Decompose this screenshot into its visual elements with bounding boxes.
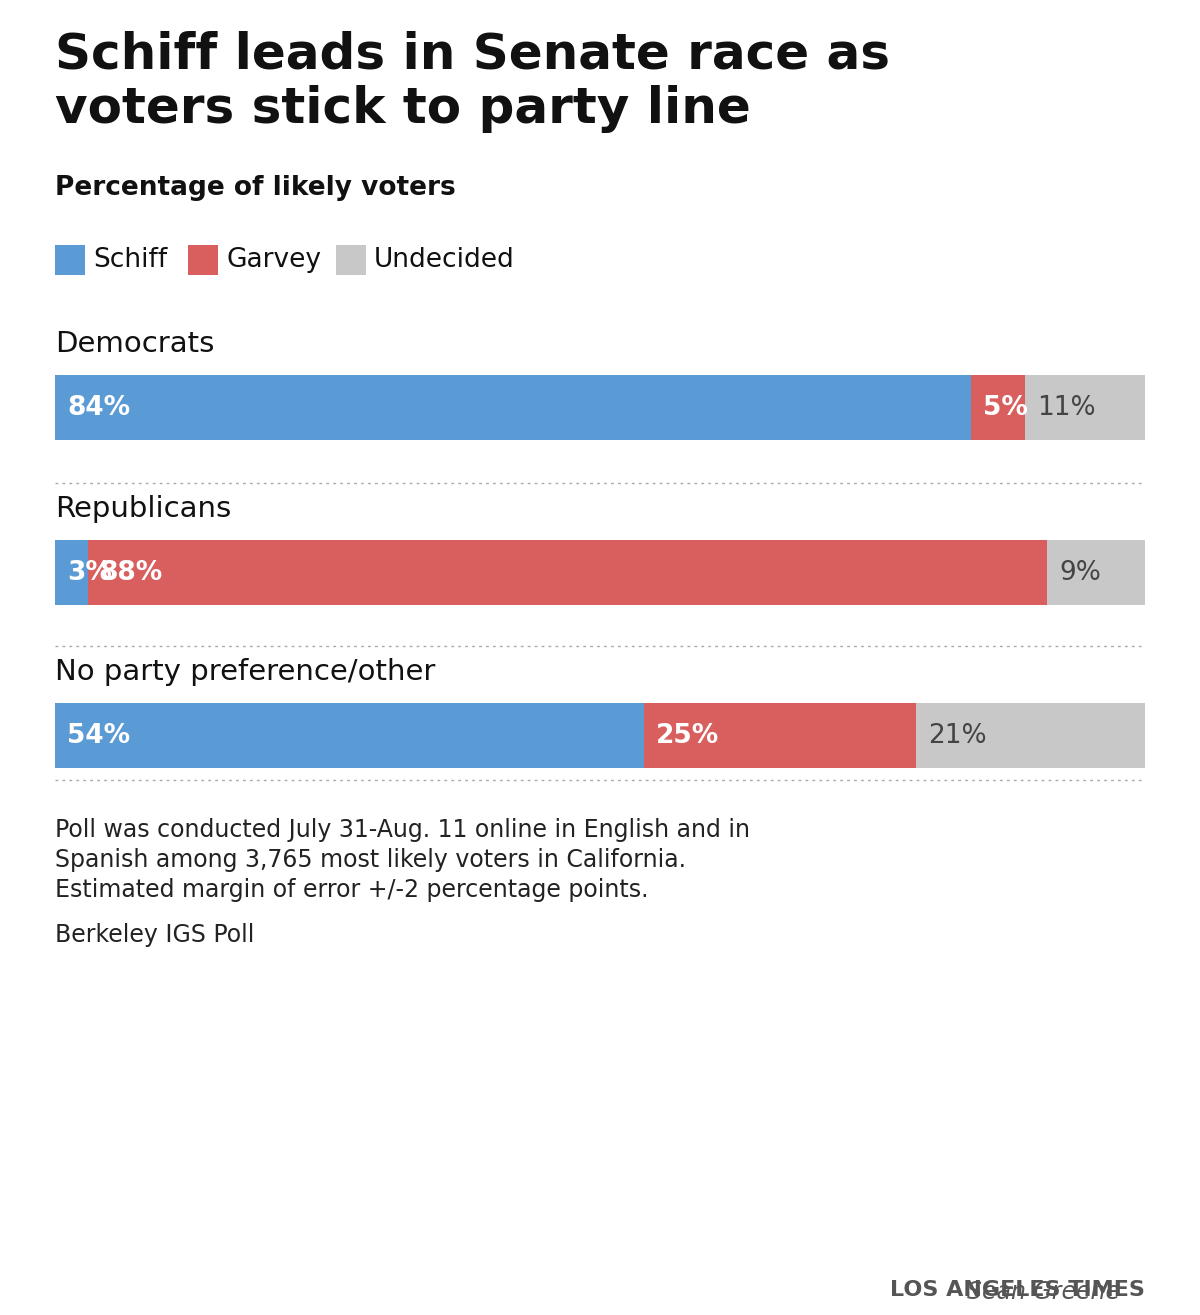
Text: 3%: 3% [67, 559, 112, 585]
Text: 21%: 21% [928, 722, 986, 748]
Text: Percentage of likely voters: Percentage of likely voters [55, 175, 456, 201]
Text: Poll was conducted July 31-Aug. 11 online in English and in: Poll was conducted July 31-Aug. 11 onlin… [55, 818, 750, 842]
Text: 5%: 5% [983, 394, 1027, 421]
Text: 25%: 25% [655, 722, 719, 748]
Text: Berkeley IGS Poll: Berkeley IGS Poll [55, 923, 254, 947]
Text: Schiff: Schiff [94, 247, 167, 274]
Bar [55, 375, 971, 441]
Bar [188, 245, 218, 275]
Text: voters stick to party line: voters stick to party line [55, 85, 751, 133]
Text: Estimated margin of error +/-2 percentage points.: Estimated margin of error +/-2 percentag… [55, 878, 648, 902]
Text: Undecided: Undecided [374, 247, 515, 274]
Text: Spanish among 3,765 most likely voters in California.: Spanish among 3,765 most likely voters i… [55, 848, 686, 872]
Bar [1046, 540, 1145, 605]
Text: Sean Greene: Sean Greene [967, 1279, 1135, 1304]
Bar [55, 540, 88, 605]
Text: Republicans: Republicans [55, 494, 232, 523]
Text: LOS ANGELES TIMES: LOS ANGELES TIMES [890, 1279, 1145, 1301]
Bar [916, 704, 1145, 768]
Text: 11%: 11% [1037, 394, 1096, 421]
Text: Democrats: Democrats [55, 330, 215, 358]
Text: 9%: 9% [1058, 559, 1100, 585]
Text: 88%: 88% [100, 559, 163, 585]
Bar [643, 704, 916, 768]
Bar [971, 375, 1025, 441]
Text: Garvey: Garvey [226, 247, 322, 274]
Bar [336, 245, 366, 275]
Text: No party preference/other: No party preference/other [55, 658, 436, 686]
Bar [55, 704, 643, 768]
Text: 84%: 84% [67, 394, 130, 421]
Text: 54%: 54% [67, 722, 130, 748]
Bar [55, 245, 85, 275]
Bar [88, 540, 1046, 605]
Text: Schiff leads in Senate race as: Schiff leads in Senate race as [55, 30, 890, 78]
Bar [1025, 375, 1145, 441]
